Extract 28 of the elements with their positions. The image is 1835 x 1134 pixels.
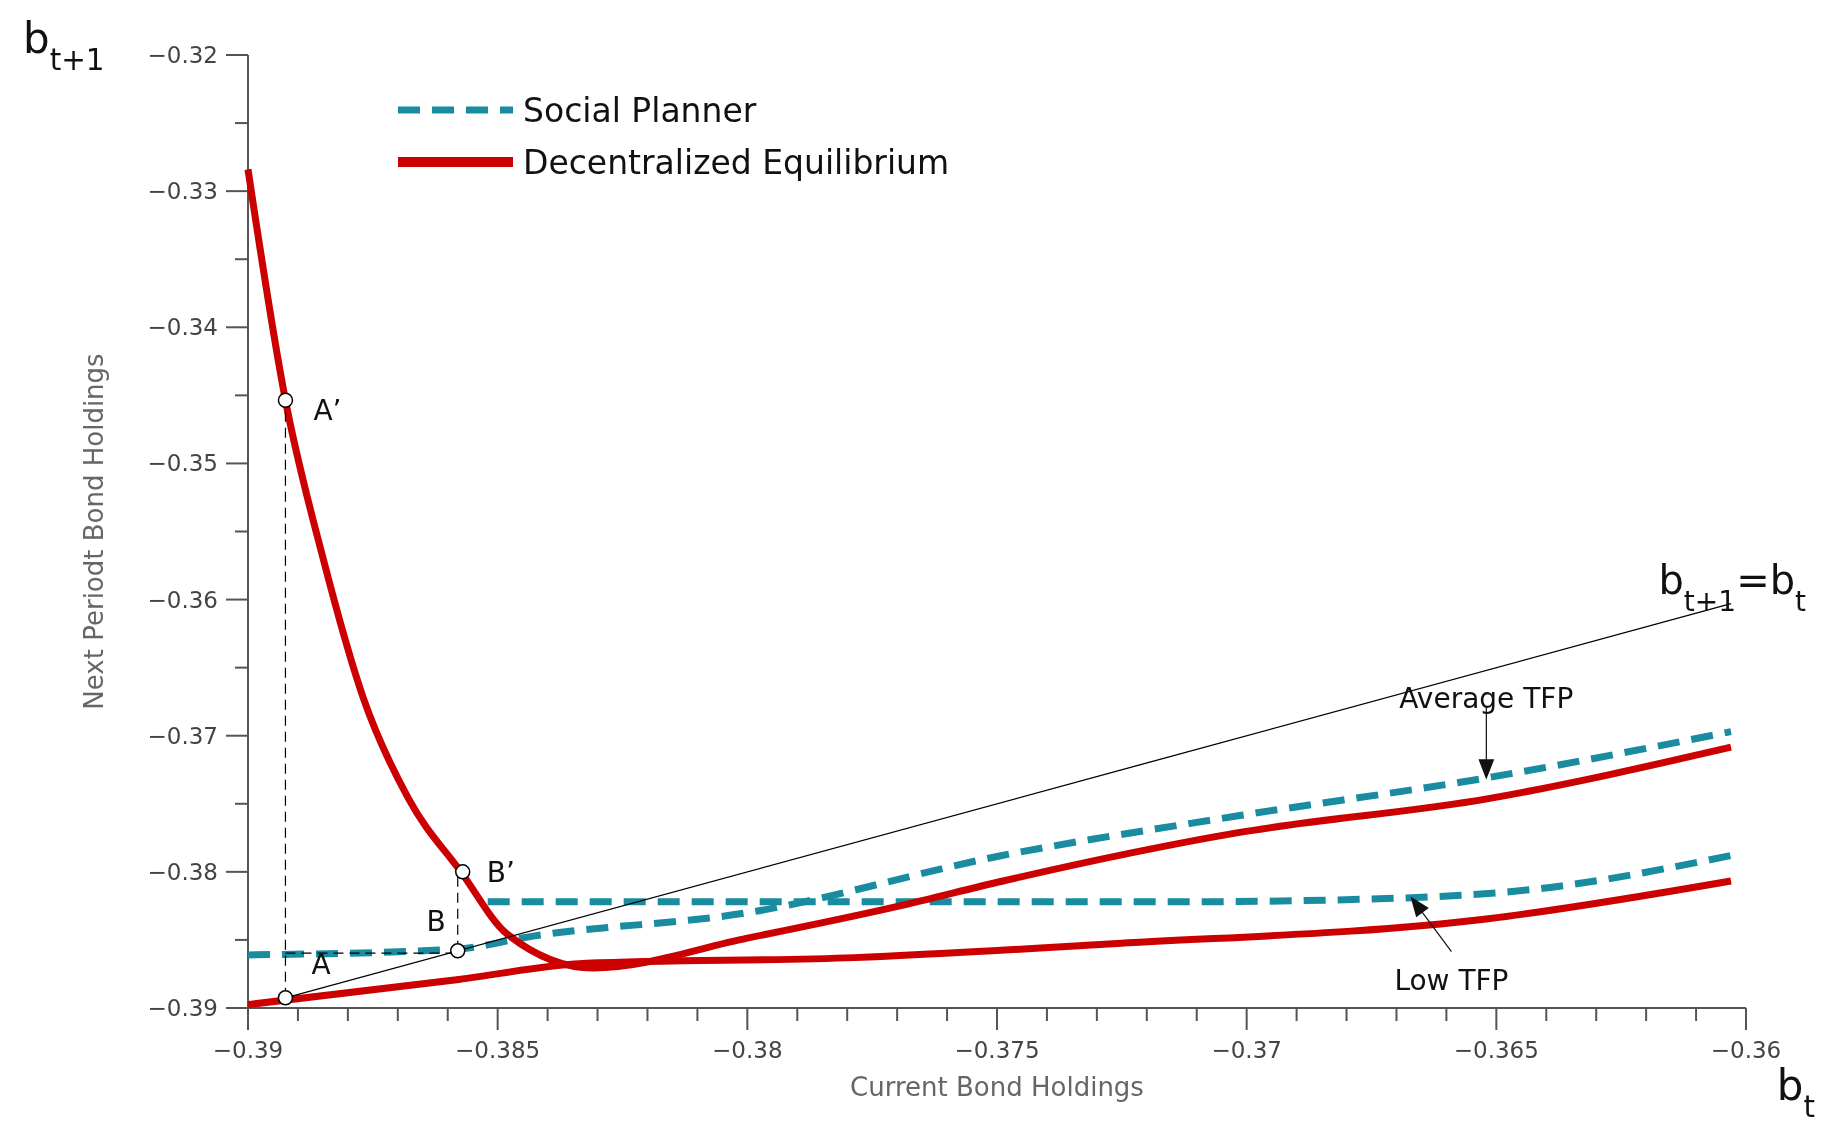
y-tick-label: −0.38 (147, 858, 218, 885)
x-tick-label: −0.375 (954, 1037, 1040, 1063)
legend-label: Decentralized Equilibrium (523, 143, 950, 182)
x-tick-label: −0.38 (712, 1037, 783, 1063)
y-tick-label: −0.39 (147, 995, 218, 1021)
annotation: B’ (486, 855, 515, 889)
annotation: b$_{t+1}$=b$_{t}$ (1658, 556, 1807, 618)
y-tick-label: −0.33 (147, 178, 218, 205)
y-tick-label: −0.32 (147, 42, 218, 68)
y-tick-label: −0.35 (147, 450, 218, 477)
y-axis-title: Next Periodt Bond Holdings (79, 353, 109, 710)
y-tick-label: −0.34 (147, 314, 218, 341)
text: b$_{t+1}$ (23, 14, 105, 77)
x-tick-label: −0.365 (1453, 1037, 1539, 1063)
legend-label: Social Planner (523, 91, 757, 130)
y-tick-label: −0.36 (147, 586, 218, 613)
annotation: B (426, 904, 446, 938)
x-tick-label: −0.37 (1211, 1037, 1282, 1063)
annotation: A (311, 947, 331, 981)
x-tick-label: −0.385 (455, 1037, 541, 1063)
annotation: A’ (313, 394, 342, 428)
x-tick-label: −0.39 (212, 1037, 284, 1063)
x-tick-label: −0.36 (1710, 1037, 1782, 1063)
annotation: Low TFP (1394, 963, 1509, 997)
y-tick-label: −0.37 (147, 722, 218, 749)
annotation: Average TFP (1399, 681, 1574, 715)
x-axis-title: Current Bond Holdings (850, 1072, 1144, 1102)
text: b$_{t}$ (1776, 1061, 1815, 1124)
